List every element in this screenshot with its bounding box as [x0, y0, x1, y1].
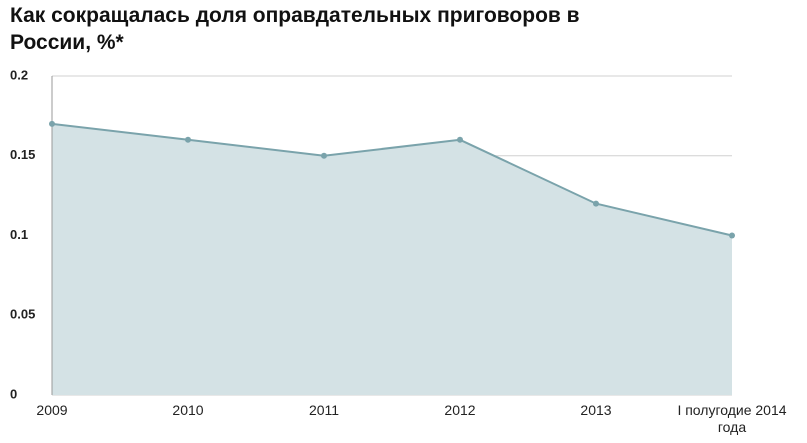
x-tick-label: 2009	[36, 402, 68, 418]
point	[457, 136, 463, 143]
point	[593, 200, 599, 207]
x-tick-label: 2012	[444, 402, 476, 418]
y-tick-label: 0.2	[10, 67, 28, 82]
x-tick-label: 2011	[308, 402, 340, 418]
point	[321, 152, 327, 159]
area	[52, 123, 732, 395]
x-tick-label: I полугодие 2014 года	[677, 402, 787, 435]
point	[49, 120, 55, 127]
x-tick-label: 2010	[172, 402, 204, 418]
point	[185, 136, 191, 143]
chart-title: Как сокращалась доля оправдательных приг…	[10, 4, 580, 54]
y-tick-label: 0.05	[10, 307, 35, 322]
y-tick-label: 0.15	[10, 147, 35, 162]
line	[51, 122, 733, 237]
y-tick-label: 0	[10, 386, 17, 401]
x-tick-label: 2013	[580, 402, 612, 418]
y-tick-label: 0.1	[10, 227, 28, 242]
point	[729, 232, 735, 239]
